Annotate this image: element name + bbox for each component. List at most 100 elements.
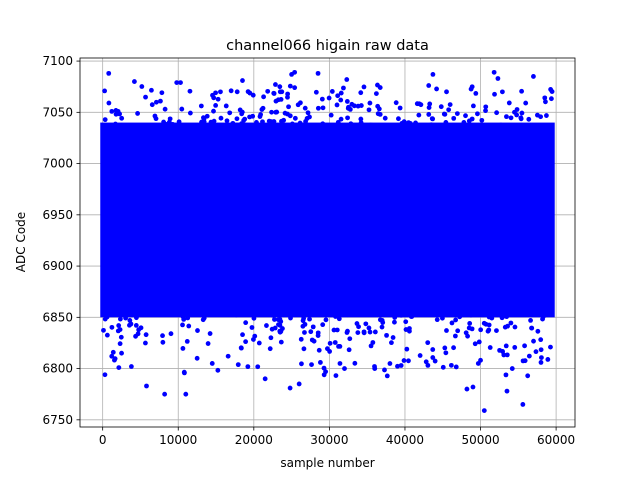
- data-point: [469, 116, 475, 122]
- data-point: [395, 363, 400, 369]
- y-tick-label: 6950: [42, 208, 73, 222]
- data-point: [366, 107, 372, 113]
- data-point: [298, 336, 304, 342]
- data-point: [538, 347, 544, 353]
- data-point: [301, 346, 307, 352]
- outlier-point: [504, 388, 510, 394]
- data-point: [415, 126, 420, 131]
- data-point: [417, 353, 423, 358]
- data-point: [425, 362, 431, 368]
- data-point: [309, 337, 315, 343]
- y-tick-label: 7050: [42, 105, 73, 119]
- data-point: [384, 332, 389, 338]
- data-point: [287, 83, 293, 89]
- data-point: [143, 94, 148, 100]
- data-point: [341, 85, 346, 91]
- data-point: [384, 373, 390, 379]
- data-point: [345, 328, 350, 334]
- data-point: [494, 110, 500, 116]
- data-point: [326, 95, 332, 101]
- data-point: [301, 316, 307, 321]
- data-point: [191, 307, 197, 313]
- data-point: [446, 107, 452, 113]
- data-point: [210, 307, 216, 313]
- data-point: [124, 127, 130, 133]
- data-point: [487, 345, 493, 350]
- data-point: [486, 327, 492, 333]
- outlier-point: [144, 383, 149, 389]
- y-tick-label: 6850: [42, 310, 73, 324]
- data-point: [467, 321, 473, 326]
- outlier-point: [234, 89, 240, 95]
- data-point: [285, 91, 291, 97]
- outlier-point: [296, 381, 302, 387]
- x-tick-label: 20000: [235, 433, 273, 447]
- data-point: [260, 119, 265, 125]
- data-point: [270, 312, 276, 318]
- y-tick-label: 6750: [42, 413, 73, 427]
- outlier-point: [470, 384, 476, 390]
- data-point: [112, 125, 118, 131]
- data-point: [453, 317, 459, 323]
- data-point: [208, 119, 214, 125]
- data-point: [310, 324, 316, 330]
- outlier-point: [174, 80, 180, 85]
- data-point: [373, 91, 379, 97]
- data-point: [110, 349, 116, 355]
- data-point: [443, 119, 449, 125]
- outlier-point: [162, 391, 168, 397]
- data-point: [255, 364, 261, 370]
- data-point: [440, 364, 446, 370]
- data-point: [418, 102, 424, 108]
- data-point: [149, 87, 154, 93]
- data-point: [261, 94, 266, 100]
- data-point: [332, 340, 338, 345]
- data-point: [413, 120, 418, 126]
- data-point: [529, 325, 534, 331]
- data-point: [512, 344, 518, 350]
- data-point: [366, 325, 372, 331]
- data-point: [540, 314, 546, 320]
- outlier-point: [509, 366, 515, 371]
- data-point: [548, 344, 553, 350]
- data-point: [257, 114, 263, 119]
- data-point: [542, 95, 548, 101]
- data-point: [504, 114, 509, 120]
- outlier-point: [287, 385, 293, 391]
- data-point: [460, 308, 465, 314]
- outlier-point: [495, 76, 501, 81]
- data-point: [176, 119, 182, 125]
- data-point: [104, 332, 110, 338]
- data-point: [242, 116, 248, 122]
- data-point: [131, 124, 137, 130]
- data-point: [120, 124, 126, 129]
- data-point: [426, 105, 432, 110]
- data-point: [545, 357, 551, 362]
- data-point: [358, 116, 364, 122]
- data-point: [453, 364, 459, 370]
- data-point: [549, 89, 555, 94]
- data-point: [320, 105, 326, 111]
- data-point: [430, 355, 436, 360]
- data-point: [432, 358, 438, 364]
- data-point: [289, 121, 295, 127]
- data-point: [143, 126, 148, 132]
- data-point: [109, 108, 115, 114]
- y-tick-label: 7000: [42, 157, 73, 171]
- data-point: [278, 339, 284, 345]
- data-point: [389, 340, 394, 346]
- data-point: [102, 117, 108, 123]
- data-point: [223, 103, 229, 109]
- data-point: [159, 90, 165, 96]
- data-point: [208, 123, 214, 129]
- data-point: [135, 111, 140, 116]
- data-point: [118, 334, 124, 340]
- data-point: [346, 347, 352, 353]
- data-point: [187, 110, 193, 116]
- data-point: [184, 339, 190, 344]
- data-point: [180, 322, 185, 328]
- data-point: [503, 372, 509, 378]
- data-point: [466, 325, 472, 331]
- outlier-point: [102, 372, 108, 378]
- data-point: [354, 321, 360, 326]
